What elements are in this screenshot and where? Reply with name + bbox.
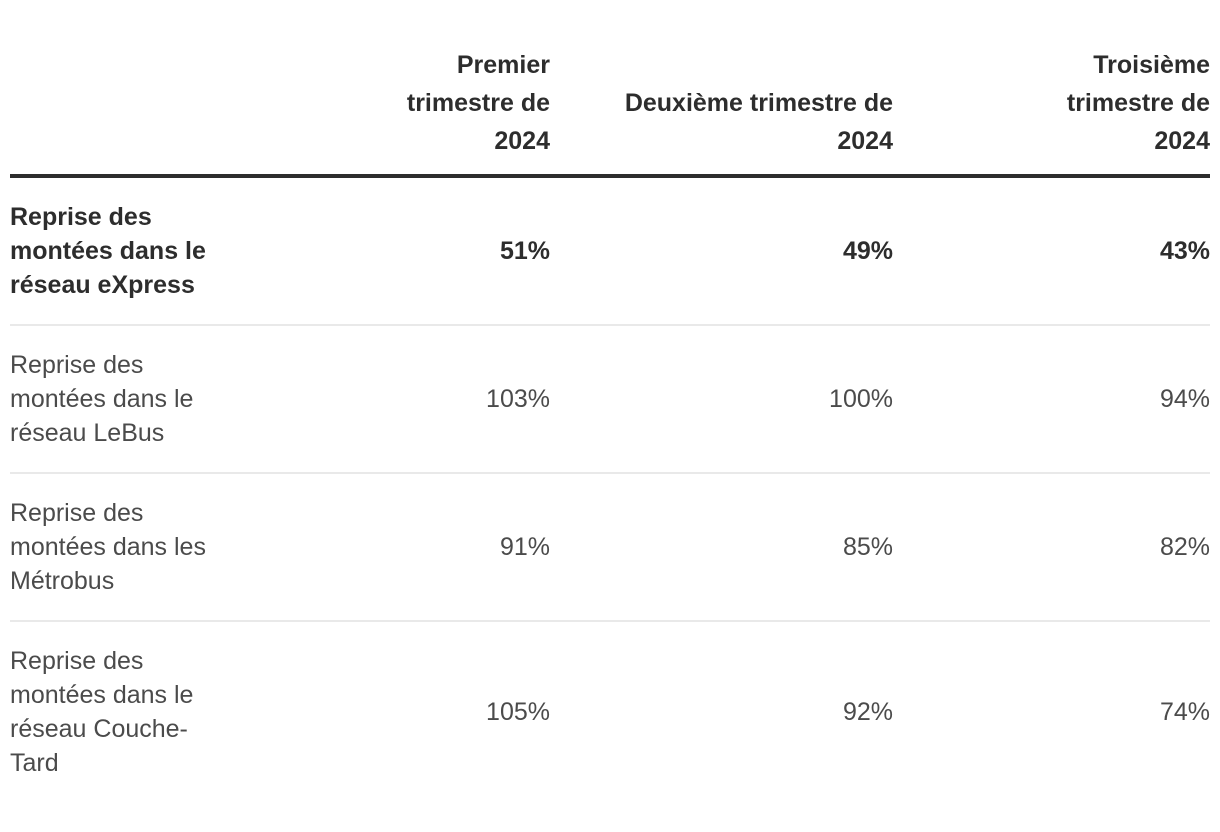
table-row-express: Reprise des montées dans le réseau eXpre… bbox=[10, 176, 1210, 326]
value-express-q3: 43% bbox=[893, 176, 1210, 326]
table-row-couche-tard: Reprise des montées dans le réseau Couch… bbox=[10, 621, 1210, 802]
value-express-q1: 51% bbox=[230, 176, 550, 326]
table-row-lebus: Reprise des montées dans le réseau LeBus… bbox=[10, 325, 1210, 474]
column-header-q2-label: Deuxième trimestre de 2024 bbox=[624, 89, 893, 155]
row-label-couche-tard: Reprise des montées dans le réseau Couch… bbox=[10, 647, 194, 777]
value-couche-tard-q1: 105% bbox=[486, 698, 550, 726]
header-row: Premier trimestre de 2024 Deuxième trime… bbox=[10, 46, 1210, 178]
empty-corner-header bbox=[10, 46, 230, 178]
column-header-q1-label: Premier trimestre de 2024 bbox=[406, 51, 550, 155]
column-header-q3-label: Troisième trimestre de 2024 bbox=[1066, 51, 1210, 155]
value-metrobus-q2: 85% bbox=[550, 473, 893, 622]
value-metrobus-q3: 82% bbox=[893, 473, 1210, 622]
value-express-q2: 49% bbox=[550, 176, 893, 326]
quarterly-ridership-recovery-table: Premier trimestre de 2024 Deuxième trime… bbox=[10, 46, 1210, 802]
column-header-q3: Troisième trimestre de 2024 bbox=[893, 46, 1210, 178]
column-header-q2: Deuxième trimestre de 2024 bbox=[550, 46, 893, 178]
value-couche-tard-q3: 74% bbox=[1159, 698, 1210, 726]
row-label-lebus: Reprise des montées dans le réseau LeBus bbox=[10, 325, 230, 474]
value-couche-tard-q2: 92% bbox=[842, 698, 893, 726]
column-header-q1: Premier trimestre de 2024 bbox=[230, 46, 550, 178]
table-row-metrobus: Reprise des montées dans les Métrobus 91… bbox=[10, 473, 1210, 622]
row-label-express: Reprise des montées dans le réseau eXpre… bbox=[10, 176, 230, 326]
value-lebus-q1: 103% bbox=[230, 325, 550, 474]
value-lebus-q2: 100% bbox=[550, 325, 893, 474]
row-label-metrobus: Reprise des montées dans les Métrobus bbox=[10, 473, 230, 622]
value-lebus-q3: 94% bbox=[893, 325, 1210, 474]
value-metrobus-q1: 91% bbox=[230, 473, 550, 622]
